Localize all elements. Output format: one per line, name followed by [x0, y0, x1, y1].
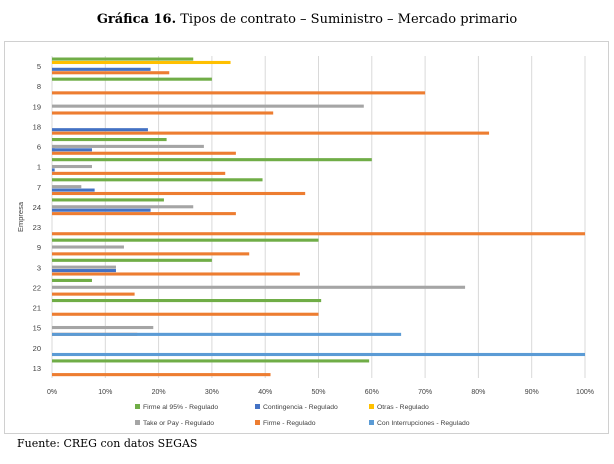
y-tick-label: 15	[33, 324, 41, 333]
bar	[52, 373, 271, 377]
x-tick-label: 60%	[365, 389, 379, 396]
legend-label: Con Interrupciones - Regulado	[377, 420, 470, 427]
y-tick-label: 24	[33, 203, 41, 212]
x-tick-label: 20%	[152, 389, 166, 396]
bar	[52, 128, 148, 132]
x-tick-label: 30%	[205, 389, 219, 396]
bar	[52, 57, 194, 61]
legend-swatch	[369, 420, 374, 425]
bar	[52, 164, 92, 169]
bar	[52, 285, 466, 289]
y-tick-label: 18	[33, 122, 41, 131]
bar	[52, 238, 319, 242]
bar	[52, 188, 95, 192]
bar	[52, 332, 402, 336]
bar	[52, 252, 250, 256]
chart-title: Gráfica 16. Tipos de contrato – Suminist…	[0, 12, 614, 27]
y-tick-label: 22	[33, 283, 41, 292]
legend-label: Firme al 95% - Regulado	[143, 404, 218, 411]
bar	[52, 178, 263, 182]
legend-label: Take or Pay - Regulado	[143, 420, 214, 427]
legend-swatch	[369, 404, 374, 409]
source-note: Fuente: CREG con datos SEGAS	[17, 437, 198, 450]
y-tick-label: 3	[37, 263, 41, 272]
y-tick-label: 9	[37, 243, 41, 252]
bar	[52, 325, 154, 330]
y-tick-label: 20	[33, 344, 41, 353]
bar	[52, 269, 116, 273]
legend-label: Otras - Regulado	[377, 404, 429, 411]
bar	[52, 272, 300, 276]
x-tick-label: 90%	[525, 389, 539, 396]
bar	[52, 151, 236, 155]
y-tick-label: 13	[33, 364, 41, 373]
y-tick-label: 8	[37, 82, 41, 91]
x-tick-label: 70%	[418, 389, 432, 396]
bar	[52, 138, 167, 142]
bar	[52, 185, 82, 189]
bar	[52, 148, 55, 152]
bar	[52, 168, 55, 172]
legend-swatch	[135, 404, 140, 409]
bar	[52, 198, 164, 202]
bar	[52, 191, 306, 196]
bar	[52, 144, 204, 148]
bar	[52, 60, 231, 65]
bar	[52, 71, 170, 75]
chart-title-text: Tipos de contrato – Suministro – Mercado…	[180, 12, 518, 27]
y-tick-label: 6	[37, 143, 41, 152]
bar	[52, 299, 322, 303]
bar	[52, 278, 92, 282]
y-tick-label: 7	[37, 183, 41, 192]
y-tick-label: 5	[37, 62, 41, 71]
y-axis-title: Empresa	[16, 201, 25, 232]
x-tick-label: 40%	[258, 389, 272, 396]
bar	[52, 258, 212, 262]
y-tick-label: 21	[33, 304, 41, 313]
x-tick-label: 10%	[98, 389, 112, 396]
legend-swatch	[255, 420, 260, 425]
y-tick-label: 23	[33, 223, 41, 232]
bar	[52, 77, 212, 81]
legend-swatch	[135, 420, 140, 425]
bar	[52, 265, 116, 269]
bar	[52, 131, 490, 135]
bar	[52, 212, 236, 216]
chart-title-number: Gráfica 16.	[96, 12, 177, 27]
bar	[52, 111, 274, 115]
bar	[52, 292, 135, 296]
y-tick-label: 19	[33, 102, 41, 111]
bar	[52, 91, 426, 95]
bar	[52, 245, 124, 249]
bar	[52, 104, 364, 108]
bar	[52, 312, 319, 316]
bar	[52, 205, 194, 209]
bar	[52, 158, 372, 162]
bar	[52, 208, 151, 212]
y-tick-label: 1	[37, 163, 41, 172]
bar	[52, 67, 151, 71]
x-tick-label: 100%	[576, 389, 594, 396]
legend-label: Firme - Regulado	[263, 420, 316, 427]
x-tick-label: 50%	[311, 389, 325, 396]
bar	[52, 352, 585, 357]
legend-swatch	[255, 404, 260, 409]
bar	[52, 232, 585, 236]
x-tick-label: 80%	[471, 389, 485, 396]
chart-frame	[4, 41, 609, 434]
bar	[52, 148, 92, 152]
bar	[52, 171, 226, 175]
x-tick-label: 0%	[47, 389, 57, 396]
bar	[52, 359, 370, 363]
legend-label: Contingencia - Regulado	[263, 404, 338, 411]
